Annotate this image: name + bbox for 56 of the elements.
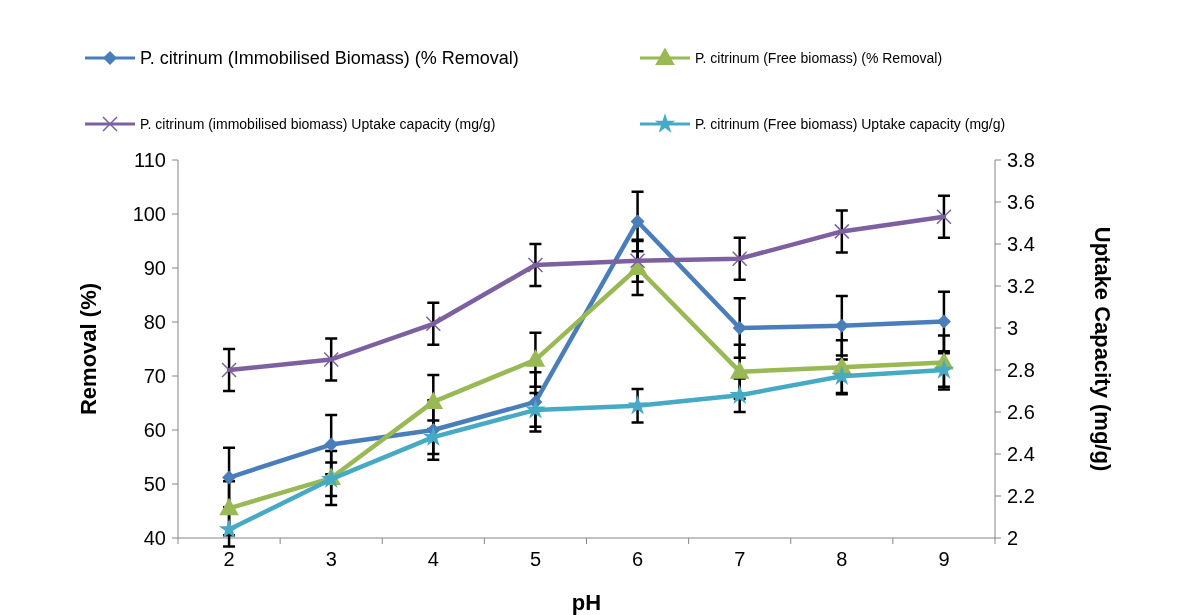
y2-tick-label: 2.8 — [1007, 359, 1035, 381]
point — [933, 359, 955, 379]
point — [324, 437, 339, 452]
y2-tick-label: 2.2 — [1007, 485, 1035, 507]
point — [834, 223, 850, 240]
y-tick-label: 80 — [143, 311, 166, 333]
y-tick-label: 60 — [143, 419, 166, 441]
legend-label: P. citrinum (immobilised biomass) Uptake capacity (mg/g) — [140, 115, 496, 132]
point — [323, 351, 339, 368]
y-tick-label: 110 — [134, 149, 166, 171]
point — [936, 314, 951, 329]
point — [630, 214, 645, 229]
y2-tick-label: 2.6 — [1007, 401, 1035, 423]
y-tick-label: 50 — [143, 473, 166, 495]
point — [423, 391, 444, 409]
y2-tick-label: 3.4 — [1007, 233, 1035, 255]
point — [627, 394, 648, 415]
point — [831, 365, 853, 386]
y2-tick-label: 2.4 — [1007, 443, 1035, 465]
point — [218, 518, 240, 539]
x-tick-label: 5 — [529, 548, 541, 570]
y-tick-label: 100 — [132, 203, 166, 225]
x-tick-label: 7 — [734, 548, 746, 570]
point — [219, 497, 239, 516]
y2-tick-label: 3 — [1007, 317, 1019, 339]
x-tick-label: 2 — [223, 548, 235, 570]
point — [525, 399, 546, 419]
legend-label: P. citrinum (Free biomass) (% Removal) — [695, 49, 943, 66]
point — [222, 470, 237, 485]
point — [729, 361, 750, 379]
y2-tick-label: 3.2 — [1007, 275, 1035, 297]
legend-label: P. citrinum (Free biomass) Uptake capacity (mg/g) — [695, 115, 1006, 132]
point — [731, 250, 748, 267]
legend-label: P. citrinum (Immobilised Biomass) (% Removal) — [140, 48, 519, 69]
y2-tick-label: 3.8 — [1007, 149, 1035, 171]
x-tick-label: 4 — [427, 548, 439, 570]
point — [525, 349, 546, 367]
y2-axis-title: Uptake Capacity (mg/g) — [1090, 226, 1115, 472]
x-tick-label: 3 — [325, 548, 337, 570]
point — [732, 320, 747, 335]
x-tick-label: 8 — [836, 548, 848, 570]
y2-tick-label: 3.6 — [1007, 191, 1035, 213]
point — [834, 318, 849, 333]
x-axis-title: pH — [571, 590, 602, 615]
point — [629, 253, 646, 269]
y-tick-label: 90 — [143, 257, 166, 279]
y2-tick-label: 2 — [1007, 527, 1019, 549]
x-tick-label: 6 — [632, 548, 644, 570]
point — [936, 208, 952, 225]
point — [425, 316, 442, 332]
y-tick-label: 70 — [143, 365, 166, 387]
y-axis-title: Removal (%) — [76, 282, 101, 416]
x-tick-label: 9 — [938, 548, 950, 570]
y-tick-label: 40 — [143, 527, 166, 549]
point — [527, 257, 544, 273]
point — [221, 362, 237, 378]
